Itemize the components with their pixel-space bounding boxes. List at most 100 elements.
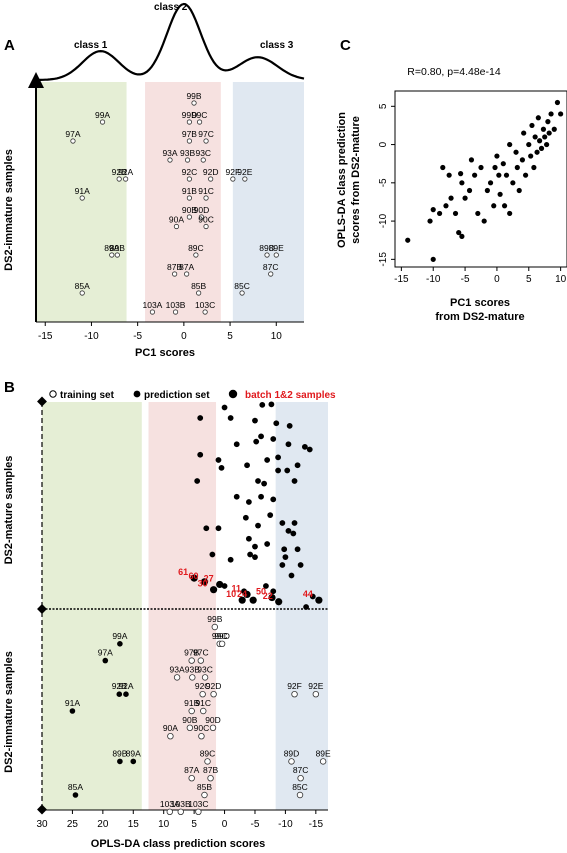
panel-c-point [462,195,468,201]
panel-a-band [145,82,221,322]
panel-b-immature-point [166,808,173,815]
panel-a-point-label: 90D [194,205,210,215]
panel-c-x-label-line1: PC1 scores [450,297,510,309]
panel-c-point [532,134,538,140]
panel-a-point [186,138,193,144]
panel-b-immature-point [207,775,214,782]
panel-b-immature-label: 91B [184,698,199,708]
panel-c-point [500,161,506,167]
panel-b-immature-point [297,775,304,782]
panel-b-immature-label: 87A [184,765,199,775]
panel-b-mature-point [221,404,228,411]
panel-c-point [542,134,548,140]
legend-training-label: training set [60,390,115,401]
panel-b-batch-point [268,593,276,602]
panel-b-mature-point [294,462,301,469]
panel-c-point [496,172,502,178]
panel-b-immature-point [117,758,123,765]
panel-a-point [186,214,193,220]
panel-b-immature-point [167,733,174,740]
panel-b-immature-label: 89B [112,748,127,758]
panel-c-x-tick-label: 0 [494,274,500,285]
panel-a-point-label: 85B [191,281,206,291]
panel-b-x-tick-label: 5 [191,819,197,830]
panel-b-immature-point [188,657,195,664]
panel-b-letter: B [4,379,15,396]
panel-c-point [551,126,557,132]
panel-c-point [507,210,513,217]
panel-a-point-label: 90C [198,215,214,225]
panel-c-point [468,157,475,163]
panel-c-plot-frame [394,90,567,268]
panel-b-x-ticks: 30 25 20 15 10 5 0 -5 -10 -15 [36,810,323,830]
panel-b-x-tick-label: -10 [278,819,293,830]
panel-c-point [513,149,519,155]
panel-a-point [123,176,129,182]
panel-b-x-tick-label: 0 [222,819,228,830]
panel-b-batch-label: 30 [198,579,208,589]
panel-b-mature-point [261,480,268,487]
panel-b-immature-point [116,691,123,697]
panel-b-immature-point [201,791,208,799]
density-label-class2: class 2 [154,2,188,13]
panel-a-x-tick-label: 5 [227,331,233,342]
panel-a-y-axis-label: DS2-immature samples [3,149,15,271]
panel-b-immature-label: 92B [112,681,127,691]
panel-b-mature-point [255,478,261,484]
panel-a-point-label: 92D [203,167,219,177]
legend-prediction-label: prediction set [144,390,210,401]
panel-b-mature-point [264,541,271,547]
panel-c-points [405,99,564,262]
panel-b-immature-label: 89E [316,748,331,758]
panel-b-y-label-top: DS2-mature samples [3,456,15,565]
panel-c-point [443,203,449,209]
panel-a-point [200,157,206,163]
panel-b-immature-label: 85B [197,782,212,792]
panel-b-y-label-bottom: DS2-immature samples [3,651,15,773]
panel-b-mature-point [290,530,297,537]
panel-b-immature-point [200,707,207,715]
panel-a-point [186,195,193,201]
panel-b-immature-point [72,792,79,798]
panel-b-immature-label: 90C [194,723,210,733]
panel-c-point [554,99,561,106]
panel-c-point [430,207,436,213]
panel-c-point [526,141,532,148]
panel-c-point [545,119,551,125]
panel-a-point [184,157,191,163]
panel-b-mature-point [194,478,201,484]
legend-prediction-marker [133,390,141,398]
panel-c-point [531,164,537,171]
panel-b-mature-point [215,457,222,463]
panel-a-point-label: 92F [226,167,241,177]
panel-a-point-label: 99B [186,91,201,101]
panel-c-point [481,218,487,224]
panel-a-density-curve [36,2,305,81]
panel-c-point [519,157,526,163]
panel-c-x-tick-label: -5 [461,274,470,285]
panel-a-point-label: 99A [95,110,110,120]
panel-a-point [268,271,274,277]
panel-b-mature-point [279,562,286,568]
panel-b-mature-point [268,401,275,408]
panel-b-mature-point [273,420,280,427]
panel-c-point [528,153,534,159]
panel-b-immature-label: 92E [308,681,323,691]
panel-b-mature-point [203,525,210,532]
panel-b-batch-label: 11 [232,583,242,593]
panel-b-batch-point [238,596,246,604]
panel-b-mature-point [291,520,298,526]
panel-a-point [191,100,197,106]
panel-b-batch-point [216,580,224,589]
panel-b-mature-point [255,522,261,529]
panel-c-point [452,210,459,217]
panel-b-immature-label: 93C [197,664,213,674]
legend-training-marker [49,390,57,398]
panel-a-point-label: 91B [182,186,197,196]
panel-b-batch-label: 24 [237,589,247,599]
panel-b-batch-label: 10 [226,589,236,599]
panel-b-batch-point [315,596,323,604]
panel-c-point [484,187,490,194]
panel-b-immature-point [123,691,129,697]
panel-c-point [514,164,520,171]
